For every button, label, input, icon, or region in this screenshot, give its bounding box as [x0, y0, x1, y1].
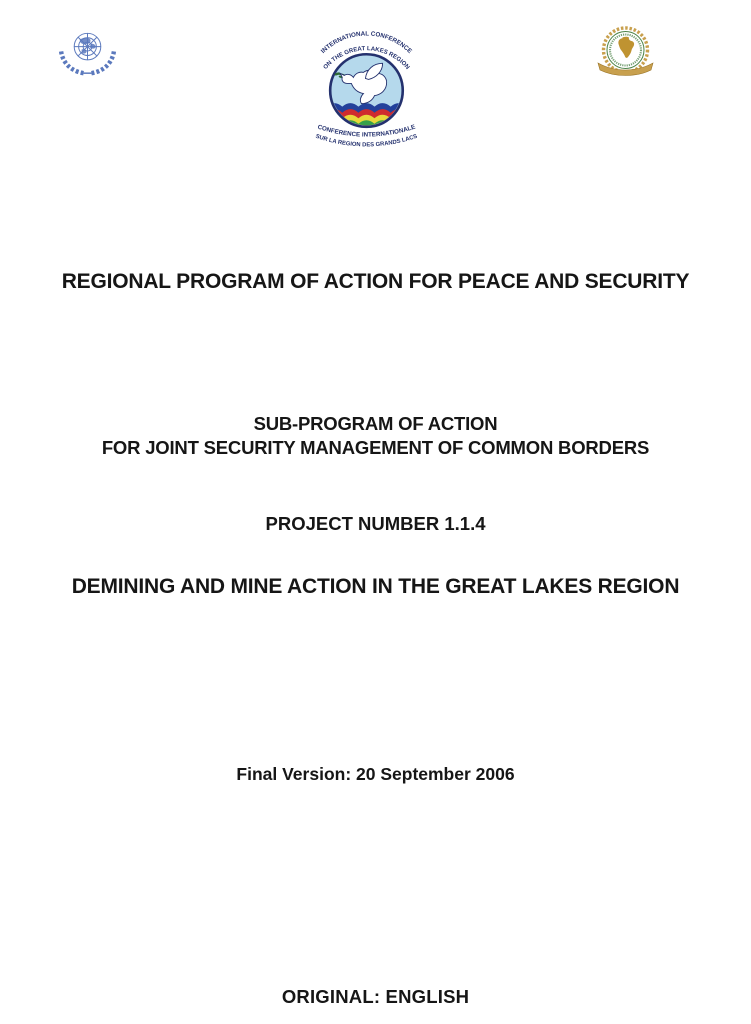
africa-silhouette	[618, 36, 635, 58]
united-nations-emblem-icon	[58, 32, 117, 76]
version-line: Final Version: 20 September 2006	[236, 764, 515, 784]
original-language-line: ORIGINAL: ENGLISH	[281, 986, 470, 1007]
subprogram-heading: SUB-PROGRAM OF ACTION FOR JOINT SECURITY…	[0, 412, 751, 460]
subprogram-line2: FOR JOINT SECURITY MANAGEMENT OF COMMON …	[101, 437, 650, 458]
icglr-dove-seal-icon: INTERNATIONAL CONFERENCE ON THE GREAT LA…	[315, 30, 419, 148]
au-ribbon	[597, 62, 654, 76]
project-number: PROJECT NUMBER 1.1.4	[265, 513, 486, 534]
rainbow-waves	[331, 103, 402, 126]
au-logo	[593, 26, 658, 79]
project-title: DEMINING AND MINE ACTION IN THE GREAT LA…	[71, 575, 680, 598]
african-union-emblem-icon	[597, 26, 654, 76]
un-logo	[56, 27, 119, 78]
dove-icon	[334, 62, 388, 105]
icglr-logo: INTERNATIONAL CONFERENCE ON THE GREAT LA…	[308, 22, 435, 150]
document-title: REGIONAL PROGRAM OF ACTION FOR PEACE AND…	[61, 270, 690, 293]
subprogram-line1: SUB-PROGRAM OF ACTION	[253, 413, 498, 434]
